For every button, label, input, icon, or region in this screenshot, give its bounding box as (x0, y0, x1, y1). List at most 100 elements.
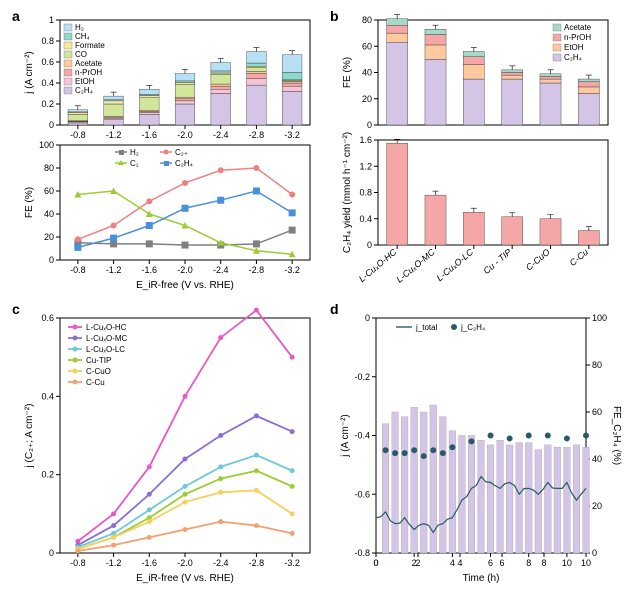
svg-text:C₂H₄: C₂H₄ (75, 86, 93, 95)
svg-text:L-CuₓO-MC: L-CuₓO-MC (394, 247, 437, 285)
svg-text:-0.8: -0.8 (70, 265, 86, 275)
svg-text:j_C₂H₄: j_C₂H₄ (460, 323, 485, 332)
svg-text:C-Cu: C-Cu (568, 247, 591, 268)
svg-text:0.8: 0.8 (41, 36, 54, 46)
svg-text:20: 20 (362, 94, 372, 104)
svg-text:n-PrOH: n-PrOH (75, 68, 102, 77)
panel-d-svg: -0.8-0.6-0.4-0.20020406080100FE_C₂H₄ (%)… (328, 303, 628, 593)
svg-text:j (A cm⁻²): j (A cm⁻²) (24, 51, 35, 95)
svg-text:-2.0: -2.0 (177, 130, 193, 140)
svg-text:-0.2: -0.2 (354, 372, 370, 382)
svg-text:0.6: 0.6 (41, 57, 54, 67)
svg-text:j (A cm⁻²): j (A cm⁻²) (340, 414, 351, 458)
svg-text:0: 0 (49, 255, 54, 265)
svg-text:L-CuₓO-LC: L-CuₓO-LC (86, 345, 125, 354)
svg-text:4: 4 (457, 558, 462, 568)
panel-b-label: b (330, 8, 339, 24)
svg-text:8: 8 (526, 558, 531, 568)
svg-text:0: 0 (367, 240, 372, 250)
panel-b-svg: 020406080FE (%)Acetaten-PrOHEtOHC₂H₄00.4… (328, 10, 628, 295)
svg-text:-3.2: -3.2 (284, 558, 300, 568)
svg-text:-2.8: -2.8 (249, 130, 265, 140)
svg-text:0: 0 (592, 548, 597, 558)
svg-text:1.6: 1.6 (359, 135, 372, 145)
svg-text:1: 1 (49, 15, 54, 25)
panel-c: c 00.20.40.6-0.8-1.2-1.6-2.0-2.4-2.8-3.2… (10, 303, 320, 593)
svg-text:L-CuₓO-MC: L-CuₓO-MC (86, 334, 128, 343)
svg-text:1.2: 1.2 (359, 161, 372, 171)
svg-text:EtOH: EtOH (564, 43, 584, 52)
svg-text:-0.8: -0.8 (70, 558, 86, 568)
svg-text:L-CuₓO-HC: L-CuₓO-HC (357, 247, 399, 285)
svg-text:0: 0 (49, 548, 54, 558)
svg-text:EtOH: EtOH (75, 77, 95, 86)
svg-text:2: 2 (412, 558, 417, 568)
svg-text:C₂H₄ yield (mmol h⁻¹ cm⁻²): C₂H₄ yield (mmol h⁻¹ cm⁻²) (342, 132, 353, 253)
svg-text:CO: CO (75, 50, 87, 59)
svg-text:-1.2: -1.2 (106, 130, 122, 140)
svg-text:-2.8: -2.8 (249, 265, 265, 275)
svg-text:100: 100 (592, 313, 607, 323)
svg-text:C₂₊: C₂₊ (175, 148, 188, 157)
svg-text:-1.6: -1.6 (142, 558, 158, 568)
svg-text:C₁: C₁ (130, 159, 139, 168)
svg-text:Formate: Formate (75, 41, 105, 50)
svg-text:Acetate: Acetate (564, 23, 592, 32)
svg-text:FE (%): FE (%) (342, 57, 353, 88)
svg-text:-3.2: -3.2 (284, 265, 300, 275)
figure-grid: a 0 0.2 0.4 0.6 0.8 1 -0.8 -1.2 -1.6 -2.0 -2.4 -2.8… (10, 10, 629, 593)
svg-text:j (C₂₊; A cm⁻²): j (C₂₊; A cm⁻²) (24, 404, 35, 469)
svg-text:-0.6: -0.6 (354, 489, 370, 499)
svg-text:0.4: 0.4 (41, 78, 54, 88)
svg-text:Acetate: Acetate (75, 59, 103, 68)
svg-text:-2.0: -2.0 (177, 558, 193, 568)
svg-text:-2.8: -2.8 (249, 558, 265, 568)
svg-text:C-Cu: C-Cu (86, 378, 105, 387)
panel-d-label: d (330, 301, 339, 317)
svg-text:L-CuₓO-HC: L-CuₓO-HC (86, 323, 127, 332)
svg-text:40: 40 (44, 209, 54, 219)
svg-text:80: 80 (362, 15, 372, 25)
svg-text:10: 10 (581, 558, 591, 568)
panel-a: a 0 0.2 0.4 0.6 0.8 1 -0.8 -1.2 -1.6 -2.0 -2.4 -2.8… (10, 10, 320, 295)
svg-text:H₂: H₂ (130, 148, 139, 157)
svg-text:0: 0 (49, 120, 54, 130)
svg-text:0.4: 0.4 (41, 391, 54, 401)
svg-text:0: 0 (367, 120, 372, 130)
svg-text:8: 8 (541, 558, 546, 568)
svg-text:0: 0 (365, 313, 370, 323)
svg-text:0.2: 0.2 (41, 99, 54, 109)
svg-text:6: 6 (488, 558, 493, 568)
svg-text:0: 0 (373, 558, 378, 568)
panel-a-label: a (12, 8, 20, 24)
svg-text:60: 60 (362, 41, 372, 51)
svg-text:-2.4: -2.4 (213, 265, 229, 275)
svg-text:E_iR-free (V vs. RHE): E_iR-free (V vs. RHE) (136, 280, 234, 291)
svg-text:0.8: 0.8 (359, 188, 372, 198)
svg-text:80: 80 (592, 360, 602, 370)
svg-text:-1.6: -1.6 (142, 130, 158, 140)
svg-text:80: 80 (44, 163, 54, 173)
svg-text:20: 20 (592, 501, 602, 511)
panel-c-svg: 00.20.40.6-0.8-1.2-1.6-2.0-2.4-2.8-3.2j … (10, 303, 320, 593)
svg-text:-2.4: -2.4 (213, 130, 229, 140)
svg-text:C₂H₄: C₂H₄ (175, 159, 193, 168)
svg-text:-0.4: -0.4 (354, 431, 370, 441)
panel-b: b 020406080FE (%)Acetaten-PrOHEtOHC₂H₄00… (328, 10, 629, 295)
svg-text:0.2: 0.2 (41, 470, 54, 480)
svg-text:60: 60 (44, 186, 54, 196)
svg-text:-2.0: -2.0 (177, 265, 193, 275)
panel-c-label: c (12, 301, 20, 317)
svg-text:0.4: 0.4 (359, 214, 372, 224)
panel-a-svg: 0 0.2 0.4 0.6 0.8 1 -0.8 -1.2 -1.6 -2.0 -2.4 -2.8 -3… (10, 10, 320, 295)
svg-text:-1.2: -1.2 (106, 558, 122, 568)
svg-text:100: 100 (39, 140, 54, 150)
svg-text:20: 20 (44, 232, 54, 242)
svg-text:FE (%): FE (%) (24, 187, 35, 218)
svg-text:n-PrOH: n-PrOH (564, 33, 591, 42)
svg-text:C₂H₄: C₂H₄ (564, 53, 582, 62)
svg-text:-3.2: -3.2 (284, 130, 300, 140)
svg-text:-2.4: -2.4 (213, 558, 229, 568)
svg-text:-0.8: -0.8 (70, 130, 86, 140)
svg-text:Time (h): Time (h) (463, 573, 500, 584)
